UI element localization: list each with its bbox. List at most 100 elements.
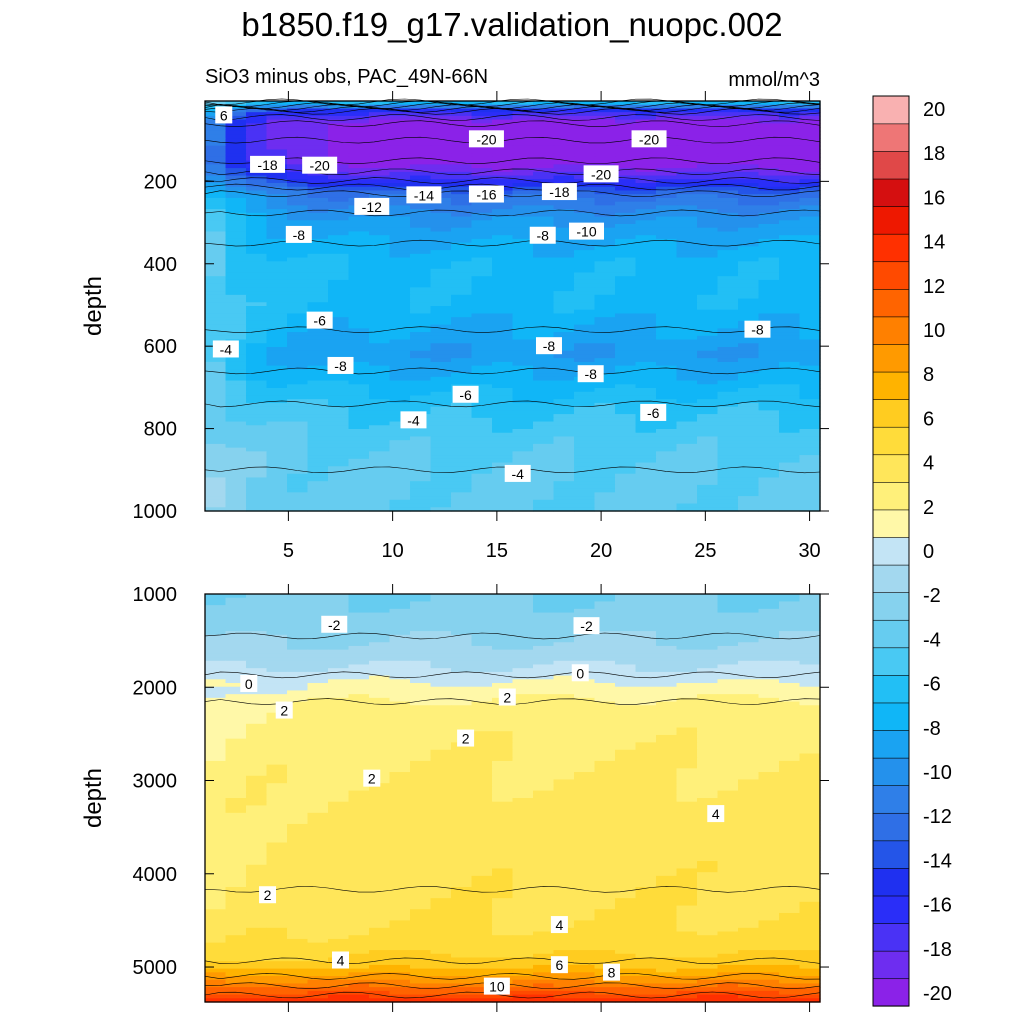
colorbar-box [872, 950, 910, 980]
contour-label-text: 4 [337, 953, 345, 969]
contour-label-text: -14 [414, 187, 434, 203]
contour-label: -4 [400, 411, 427, 429]
contour-line [204, 367, 821, 375]
colorbar-box [872, 840, 910, 869]
y-tick-label: 200 [144, 171, 177, 193]
colorbar-box [872, 371, 910, 400]
y-tick-label: 400 [144, 254, 177, 276]
x-tick-label: 30 [798, 540, 820, 562]
contour-line [204, 632, 821, 640]
colorbar-tick-label: 18 [923, 143, 945, 165]
colorbar-box [872, 481, 910, 511]
contour-label-text: 8 [608, 965, 616, 981]
contour-label-text: 2 [368, 771, 376, 787]
colorbar-box [872, 233, 910, 263]
contour-label-text: -4 [407, 412, 420, 428]
contour-label: -4 [212, 340, 239, 358]
contour-label-text: -4 [511, 466, 524, 482]
contour-label: -6 [452, 385, 479, 403]
contour-label: -2 [573, 617, 600, 635]
contour-label-text: -6 [313, 313, 326, 329]
contour-label-text: 10 [489, 979, 505, 995]
contour-label-text: -20 [310, 158, 330, 174]
colorbar-tick-label: -6 [923, 674, 941, 696]
colorbar-box [872, 647, 910, 676]
contour-lines [204, 632, 821, 999]
colorbar-box [872, 674, 910, 704]
figure-title: b1850.f19_g17.validation_nuopc.002 [241, 6, 782, 43]
colorbar-box [872, 564, 910, 593]
contour-label: -8 [535, 337, 562, 355]
colorbar-box [872, 454, 910, 483]
colorbar-tick-label: 20 [923, 99, 945, 121]
x-tick-label: 25 [694, 540, 716, 562]
contour-label: -14 [406, 186, 442, 204]
contour-line [204, 120, 821, 128]
colorbar-box [872, 123, 910, 152]
contour-label: 2 [457, 729, 475, 747]
colorbar-tick-label: -20 [923, 983, 952, 1005]
x-tick-label: 20 [590, 540, 612, 562]
contour-label-text: -18 [257, 157, 277, 173]
x-tick-label: 10 [382, 540, 404, 562]
contour-label: 8 [603, 963, 621, 981]
colorbar-box [872, 757, 910, 786]
contour-label-text: -8 [751, 322, 764, 338]
colorbar-box [872, 702, 910, 731]
colorbar-tick-label: 10 [923, 320, 945, 342]
colorbar-box [872, 95, 910, 125]
contour-label-text: 6 [556, 957, 564, 973]
contour-label: -12 [354, 197, 390, 215]
contour-label: -8 [744, 320, 771, 338]
lower-depth-panel: 1000 2000 3000 4000 5000 depth -2 -2 0 0 2 2 2 2 4 2 4 4 6… [80, 584, 829, 1012]
contour-labels: -2 -2 0 0 2 2 2 2 4 2 4 4 6 8 10 [240, 615, 725, 995]
contour-label-text: 4 [712, 806, 720, 822]
colorbar-tick-label: 16 [923, 187, 945, 209]
contour-label-text: -8 [334, 358, 347, 374]
contour-label-text: -10 [576, 224, 596, 240]
colorbar-tick-label: -8 [923, 718, 941, 740]
colorbar-box [872, 592, 910, 621]
x-axis: 5 10 15 20 25 30 [283, 91, 821, 562]
colorbar-tick-label: -18 [923, 939, 952, 961]
y-tick-label: 1000 [133, 501, 178, 523]
y-axis: 200 400 600 800 1000 depth [80, 171, 829, 523]
colorbar-frame [872, 95, 910, 1007]
contour-label: 6 [550, 956, 568, 974]
contour-labels: -20 -20 -18 -20 -20 -12 -14 -16 -18 -10 -8 -8 -6 -8 -4… [212, 106, 771, 482]
colorbar-box [872, 343, 910, 373]
contour-line [204, 183, 821, 191]
contour-line [204, 982, 821, 989]
y-tick-label: 600 [144, 336, 177, 358]
y-tick-label: 1000 [133, 584, 178, 606]
colorbar-box [872, 206, 910, 235]
x-tick-label: 15 [486, 540, 508, 562]
contour-label: -16 [468, 185, 504, 203]
contour-label: 0 [240, 674, 258, 692]
colorbar-box [872, 867, 910, 897]
contour-label-text: 2 [462, 731, 470, 747]
contour-label-text: 4 [556, 917, 564, 933]
contour-label: 4 [550, 916, 568, 934]
panel-subtitle-left: SiO3 minus obs, PAC_49N-66N [205, 66, 488, 88]
contour-label-text: -6 [647, 405, 660, 421]
colorbar-box [872, 261, 910, 290]
colorbar-tick-label: 4 [923, 453, 934, 475]
contour-line [204, 104, 821, 111]
contour-label-text: -16 [476, 187, 496, 203]
x-axis [287, 584, 811, 1012]
colorbar-tick-label: -12 [923, 806, 952, 828]
contour-label: -8 [577, 365, 604, 383]
colorbar-box [872, 619, 910, 649]
contour-label: -10 [569, 222, 605, 240]
colorbar-tick-label: 14 [923, 232, 945, 254]
colorbar-box [872, 812, 910, 842]
contour-label-text: -6 [459, 387, 472, 403]
contour-label: 2 [259, 886, 277, 904]
contour-label: -8 [285, 225, 312, 243]
contour-label-text: 0 [576, 665, 584, 681]
colorbar: -20-18-16-14-12-10-8-6-4-202468101214161… [872, 95, 952, 1007]
colorbar-tick-label: 12 [923, 276, 945, 298]
y-axis-label: depth [80, 768, 107, 828]
